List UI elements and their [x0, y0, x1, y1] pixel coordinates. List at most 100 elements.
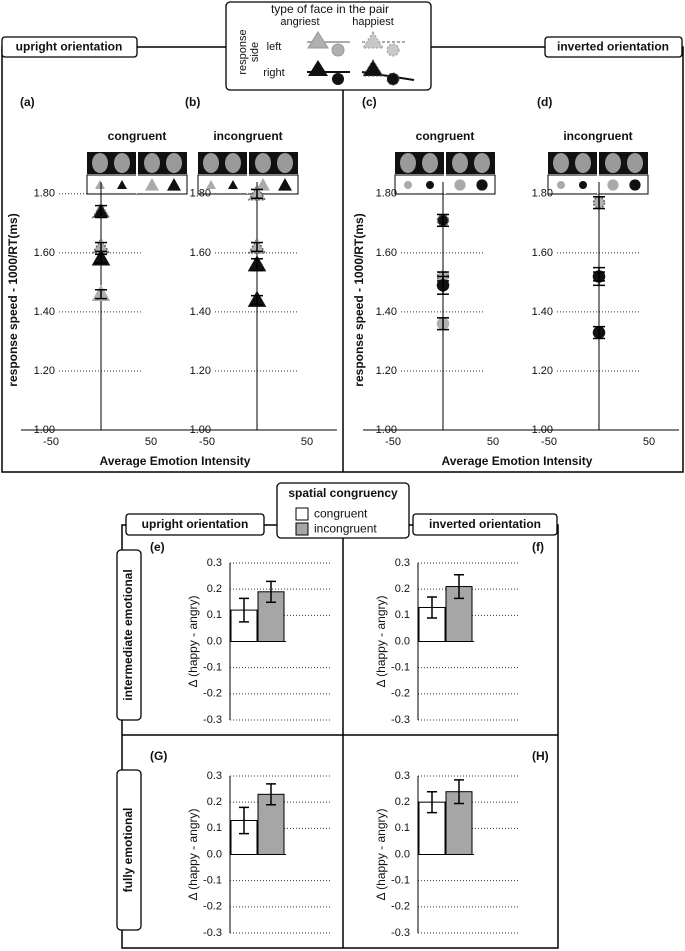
error-bar — [593, 325, 605, 340]
y-tick-label: -0.1 — [203, 875, 222, 887]
section-title: inverted orientation — [557, 40, 669, 54]
panel-label: (a) — [20, 95, 35, 109]
legend-title: type of face in the pair — [271, 2, 389, 16]
legend-row-title: response — [237, 29, 249, 74]
y-tick-label: -0.1 — [391, 662, 410, 674]
y-tick-label: -0.2 — [203, 901, 222, 913]
panel-title: congruent — [108, 129, 167, 143]
face — [627, 153, 643, 173]
error-bar — [251, 258, 263, 272]
icon — [579, 181, 587, 189]
icon — [607, 179, 619, 191]
y-tick-label: 1.20 — [376, 365, 397, 377]
shape-legend-box — [225, 1, 432, 91]
y-tick-label: 1.80 — [532, 188, 553, 200]
y-tick-label: 0.0 — [395, 635, 410, 647]
face — [422, 153, 438, 173]
legend-column: angriest — [280, 16, 319, 28]
panel-label: (H) — [532, 749, 549, 763]
y-tick-label: 0.1 — [395, 609, 410, 621]
x-axis-label: Average Emotion Intensity — [442, 454, 593, 468]
legend-swatch — [295, 507, 309, 521]
section-box — [544, 36, 683, 58]
panel-label: (d) — [537, 95, 552, 109]
error-bar — [239, 806, 249, 835]
y-axis-label: Δ (happy - angry) — [374, 808, 388, 900]
y-tick-label: 1.20 — [190, 365, 211, 377]
error-bar — [95, 204, 107, 219]
legend-row: left — [267, 41, 282, 53]
face — [92, 153, 108, 173]
y-tick-label: 1.60 — [190, 247, 211, 259]
error-bar — [437, 275, 449, 295]
icon — [256, 178, 270, 191]
x-tick-label: 50 — [643, 436, 655, 448]
y-tick-label: -0.1 — [203, 662, 222, 674]
y-tick-label: -0.3 — [391, 714, 410, 726]
x-tick-label: 50 — [301, 436, 313, 448]
error-bar — [95, 289, 107, 300]
icon — [557, 181, 565, 189]
legend-row-title: side — [249, 42, 261, 62]
x-tick-label: 50 — [487, 436, 499, 448]
error-bar — [437, 317, 449, 331]
icon — [117, 180, 127, 189]
y-axis-label: Δ (happy - angry) — [374, 595, 388, 687]
error-bar — [454, 779, 464, 805]
legend-symbols — [307, 31, 415, 86]
icon — [454, 179, 466, 191]
section-box — [125, 513, 265, 536]
icon — [426, 181, 434, 189]
section-title: inverted orientation — [429, 517, 541, 531]
y-tick-label: 1.40 — [532, 306, 553, 318]
face — [605, 153, 621, 173]
y-tick-label: 1.20 — [532, 365, 553, 377]
section-title: upright orientation — [142, 517, 249, 531]
face — [474, 153, 490, 173]
error-bar — [593, 196, 605, 210]
icon — [629, 179, 641, 191]
y-tick-label: 0.3 — [207, 770, 222, 782]
y-axis-label: Δ (happy - angry) — [186, 808, 200, 900]
icon — [206, 180, 216, 189]
y-tick-label: 0.3 — [395, 557, 410, 569]
y-axis-label: response speed - 1000/RT(ms) — [352, 213, 366, 386]
y-tick-label: 0.1 — [207, 822, 222, 834]
y-tick-label: 1.60 — [532, 247, 553, 259]
y-tick-label: 1.40 — [376, 306, 397, 318]
icon — [228, 180, 238, 189]
legend-title: spatial congruency — [288, 486, 398, 500]
y-tick-label: -0.1 — [391, 875, 410, 887]
face — [400, 153, 416, 173]
icon — [145, 178, 159, 191]
y-tick-label: -0.2 — [391, 901, 410, 913]
x-tick-label: -50 — [541, 436, 557, 448]
face — [144, 153, 160, 173]
y-tick-label: 1.40 — [34, 306, 55, 318]
section-title: upright orientation — [16, 40, 123, 54]
panel-title: incongruent — [213, 129, 282, 143]
y-tick-label: 1.80 — [190, 188, 211, 200]
panel-label: (b) — [185, 95, 200, 109]
x-tick-label: -50 — [43, 436, 59, 448]
error-bar — [427, 790, 437, 814]
face — [203, 153, 219, 173]
face — [575, 153, 591, 173]
y-tick-label: -0.2 — [203, 688, 222, 700]
row-label: intermediate emotional — [121, 569, 135, 700]
x-tick-label: -50 — [385, 436, 401, 448]
legend-swatch — [295, 522, 309, 536]
panel-title: incongruent — [563, 129, 632, 143]
error-bar — [251, 294, 263, 306]
congruency-legend-box — [276, 482, 410, 539]
error-bar — [251, 188, 263, 199]
y-tick-label: 1.60 — [376, 247, 397, 259]
y-tick-label: 0.0 — [395, 848, 410, 860]
y-tick-label: 0.1 — [207, 609, 222, 621]
error-bar — [95, 253, 107, 264]
face — [277, 153, 293, 173]
error-bar — [454, 574, 464, 600]
y-tick-label: -0.3 — [391, 927, 410, 939]
error-bar — [593, 271, 605, 282]
x-tick-label: 50 — [145, 436, 157, 448]
